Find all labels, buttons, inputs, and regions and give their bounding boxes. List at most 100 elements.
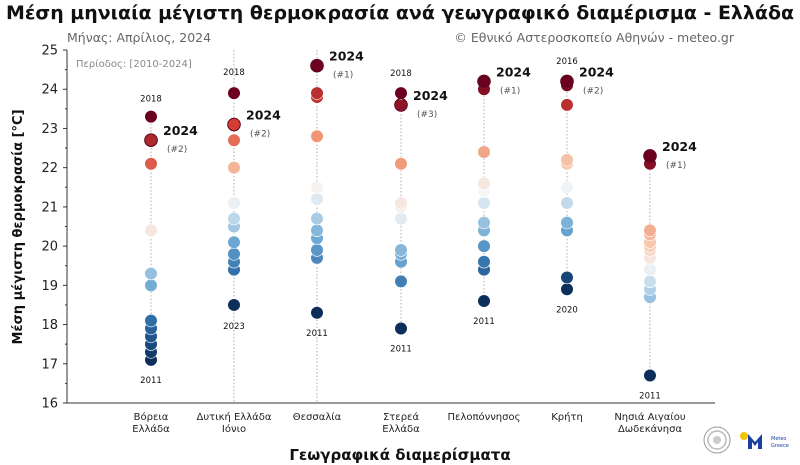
y-tick-label: 17: [41, 357, 58, 372]
min-year-label: 2011: [306, 329, 328, 339]
current-year-point: [394, 98, 408, 112]
data-point: [394, 274, 408, 289]
data-point: [643, 263, 657, 277]
max-year-label: 2018: [390, 69, 412, 79]
copyright-label: © Εθνικό Αστεροσκοπείο Αθηνών - meteo.gr: [454, 30, 734, 45]
data-point: [310, 180, 324, 194]
data-point: [227, 133, 241, 147]
data-point: [310, 306, 324, 320]
y-axis-label: Μέση μέγιστη θερμοκρασία [°C]: [11, 109, 26, 344]
data-point: [477, 294, 491, 308]
y-tick-label: 16: [41, 397, 58, 412]
x-tick-label: Νησιά Αιγαίου: [614, 411, 686, 423]
current-year-label: 2024: [246, 108, 281, 123]
current-year-point: [144, 133, 158, 148]
data-point: [477, 176, 491, 190]
min-year-label: 2011: [390, 344, 412, 354]
data-point: [310, 243, 324, 257]
data-point: [477, 196, 491, 210]
x-tick-label: Ελλάδα: [382, 423, 420, 435]
x-tick-label: Βόρεια: [134, 411, 169, 423]
data-point: [144, 157, 158, 171]
data-point: [643, 368, 657, 383]
rank-label: (#2): [167, 145, 187, 155]
y-tick-label: 22: [41, 161, 58, 176]
current-year-label: 2024: [662, 139, 697, 154]
x-tick-label: Στερεά: [383, 411, 419, 423]
data-point: [227, 86, 241, 100]
data-points: [144, 58, 657, 383]
observatory-seal-logo: [703, 426, 731, 454]
annotations: 2018 2011 2024 (#2) 2018 2023 2024 (#2) 2011 2024…: [140, 49, 697, 402]
current-year-point: [643, 149, 657, 163]
data-point: [560, 98, 574, 112]
current-year-point: [477, 74, 491, 89]
data-point: [144, 278, 158, 292]
current-year-label: 2024: [329, 49, 364, 64]
rank-label: (#3): [417, 110, 437, 120]
data-point: [394, 243, 408, 257]
current-year-point: [310, 58, 324, 73]
data-point: [310, 86, 324, 100]
meteo-logo: Meteo Greece: [740, 432, 789, 449]
max-year-label: 2018: [223, 68, 245, 78]
data-point: [227, 247, 241, 261]
data-point: [477, 255, 491, 269]
min-year-label: 2011: [639, 392, 661, 402]
current-year-label: 2024: [496, 64, 531, 79]
data-point: [560, 215, 574, 230]
data-point: [394, 157, 408, 171]
data-point: [310, 212, 324, 226]
data-point: [560, 270, 574, 285]
data-point: [643, 223, 657, 238]
current-year-point: [227, 117, 241, 132]
x-tick-label: Πελοπόννησος: [448, 411, 521, 423]
max-year-label: 2018: [140, 95, 162, 105]
data-point: [560, 180, 574, 194]
current-year-label: 2024: [413, 88, 448, 103]
data-point: [394, 212, 408, 226]
data-point: [144, 110, 158, 124]
data-point: [310, 129, 324, 143]
data-point: [310, 223, 324, 238]
rank-label: (#2): [250, 130, 270, 140]
rank-label: (#1): [500, 86, 520, 96]
min-year-label: 2011: [473, 317, 495, 327]
x-tick-label: Κρήτη: [551, 411, 583, 423]
x-tick-label: Ιόνιο: [222, 423, 246, 435]
x-tick-label: Δυτική Ελλάδα: [197, 411, 272, 423]
y-tick-label: 18: [41, 318, 58, 333]
month-label: Μήνας: Απρίλιος, 2024: [67, 30, 211, 45]
axes: 16 17 18 19 20 21 22 23 24 25 Βόρεια Ελλάδα Δυτική Ε…: [41, 44, 715, 435]
data-point: [560, 282, 574, 296]
data-point: [144, 223, 158, 238]
logo-text-1: Meteo: [771, 436, 787, 442]
data-point: [643, 274, 657, 289]
period-note: Περίοδος: [2010-2024]: [76, 58, 192, 70]
data-point: [394, 196, 408, 210]
current-year-label: 2024: [579, 64, 614, 79]
data-point: [477, 215, 491, 230]
current-year-label: 2024: [163, 123, 198, 138]
data-point: [477, 239, 491, 253]
logo-text-2: Greece: [771, 443, 789, 449]
rank-label: (#1): [666, 161, 686, 171]
data-point: [560, 153, 574, 167]
data-point: [227, 235, 241, 249]
data-point: [477, 145, 491, 159]
y-tick-label: 23: [41, 122, 58, 137]
min-year-label: 2011: [140, 376, 162, 386]
y-tick-label: 20: [41, 240, 58, 255]
data-point: [227, 298, 241, 312]
data-point: [227, 196, 241, 210]
data-point: [227, 161, 241, 175]
y-tick-label: 19: [41, 279, 58, 294]
y-tick-label: 21: [41, 200, 58, 215]
data-point: [144, 314, 158, 328]
min-year-label: 2023: [223, 322, 245, 332]
x-tick-label: Δωδεκάνησα: [618, 423, 682, 435]
y-tick-label: 25: [41, 44, 58, 59]
y-tick-label: 24: [41, 83, 58, 98]
min-year-label: 2020: [556, 305, 578, 315]
rank-label: (#2): [583, 86, 603, 96]
